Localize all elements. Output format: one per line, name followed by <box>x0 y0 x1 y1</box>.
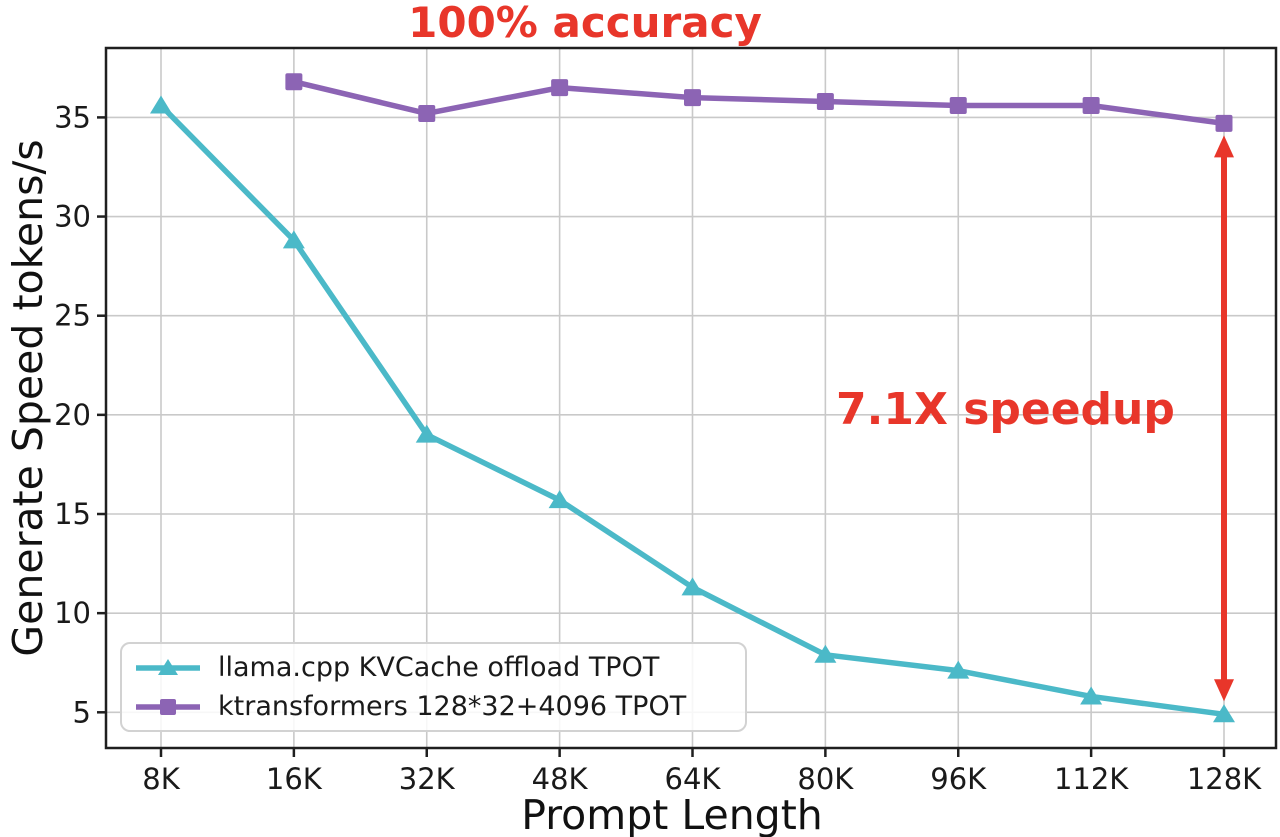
x-tick-label: 96K <box>930 762 987 796</box>
x-tick-label: 80K <box>797 762 854 796</box>
y-tick-label: 10 <box>54 596 91 630</box>
x-tick-label: 112K <box>1054 762 1129 796</box>
x-tick-label: 16K <box>266 762 323 796</box>
x-tick-label: 64K <box>665 762 722 796</box>
y-tick-label: 30 <box>54 200 91 234</box>
data-point-square <box>1082 97 1100 115</box>
plot-frame <box>104 46 1278 750</box>
data-point-triangle <box>947 660 970 679</box>
x-tick-label: 8K <box>142 762 180 796</box>
data-point-triangle <box>1213 704 1235 723</box>
speedup-annotation: 7.1X speedup <box>836 384 1175 435</box>
data-point-triangle <box>1080 686 1103 705</box>
arrow-down-head <box>1214 679 1234 702</box>
data-point-square <box>1215 114 1233 132</box>
y-tick-label: 35 <box>54 100 91 134</box>
data-point-triangle <box>282 230 305 249</box>
data-point-square <box>285 73 303 91</box>
x-axis-label: Prompt Length <box>521 791 823 837</box>
data-point-square <box>551 79 569 97</box>
data-point-square <box>418 104 436 122</box>
x-tick-label: 48K <box>532 762 589 796</box>
square-marker-icon <box>136 698 200 715</box>
y-tick-label: 5 <box>73 695 91 729</box>
data-point-square <box>816 93 834 111</box>
y-tick-label: 15 <box>54 497 91 531</box>
y-tick-label: 20 <box>54 398 91 432</box>
legend-label: llama.cpp KVCache offload TPOT <box>218 652 660 683</box>
arrow-up-head <box>1214 135 1234 158</box>
data-point-square <box>684 89 701 107</box>
y-axis-label: Generate Speed tokens/s <box>4 139 52 657</box>
data-point-square <box>949 97 967 115</box>
legend-label: ktransformers 128*32+4096 TPOT <box>218 691 687 722</box>
y-tick-label: 25 <box>54 299 91 333</box>
data-point-triangle <box>415 424 438 443</box>
legend-item-llama-cpp-kvcache-offload-tpot: llama.cpp KVCache offload TPOT <box>134 652 745 683</box>
chart-title: 100% accuracy <box>408 0 762 47</box>
x-tick-label: 128K <box>1187 762 1262 796</box>
data-point-triangle <box>681 577 704 596</box>
legend: llama.cpp KVCache offload TPOT ktransform… <box>120 642 747 732</box>
data-point-triangle <box>548 490 571 509</box>
series-line-ktransformers-128-32-4096-tpot <box>291 78 1227 127</box>
legend-item-ktransformers-128-32-4096-tpot: ktransformers 128*32+4096 TPOT <box>134 691 745 722</box>
data-point-triangle <box>150 95 172 114</box>
triangle-marker-icon <box>136 658 200 675</box>
x-tick-label: 32K <box>399 762 456 796</box>
data-point-triangle <box>814 644 837 663</box>
